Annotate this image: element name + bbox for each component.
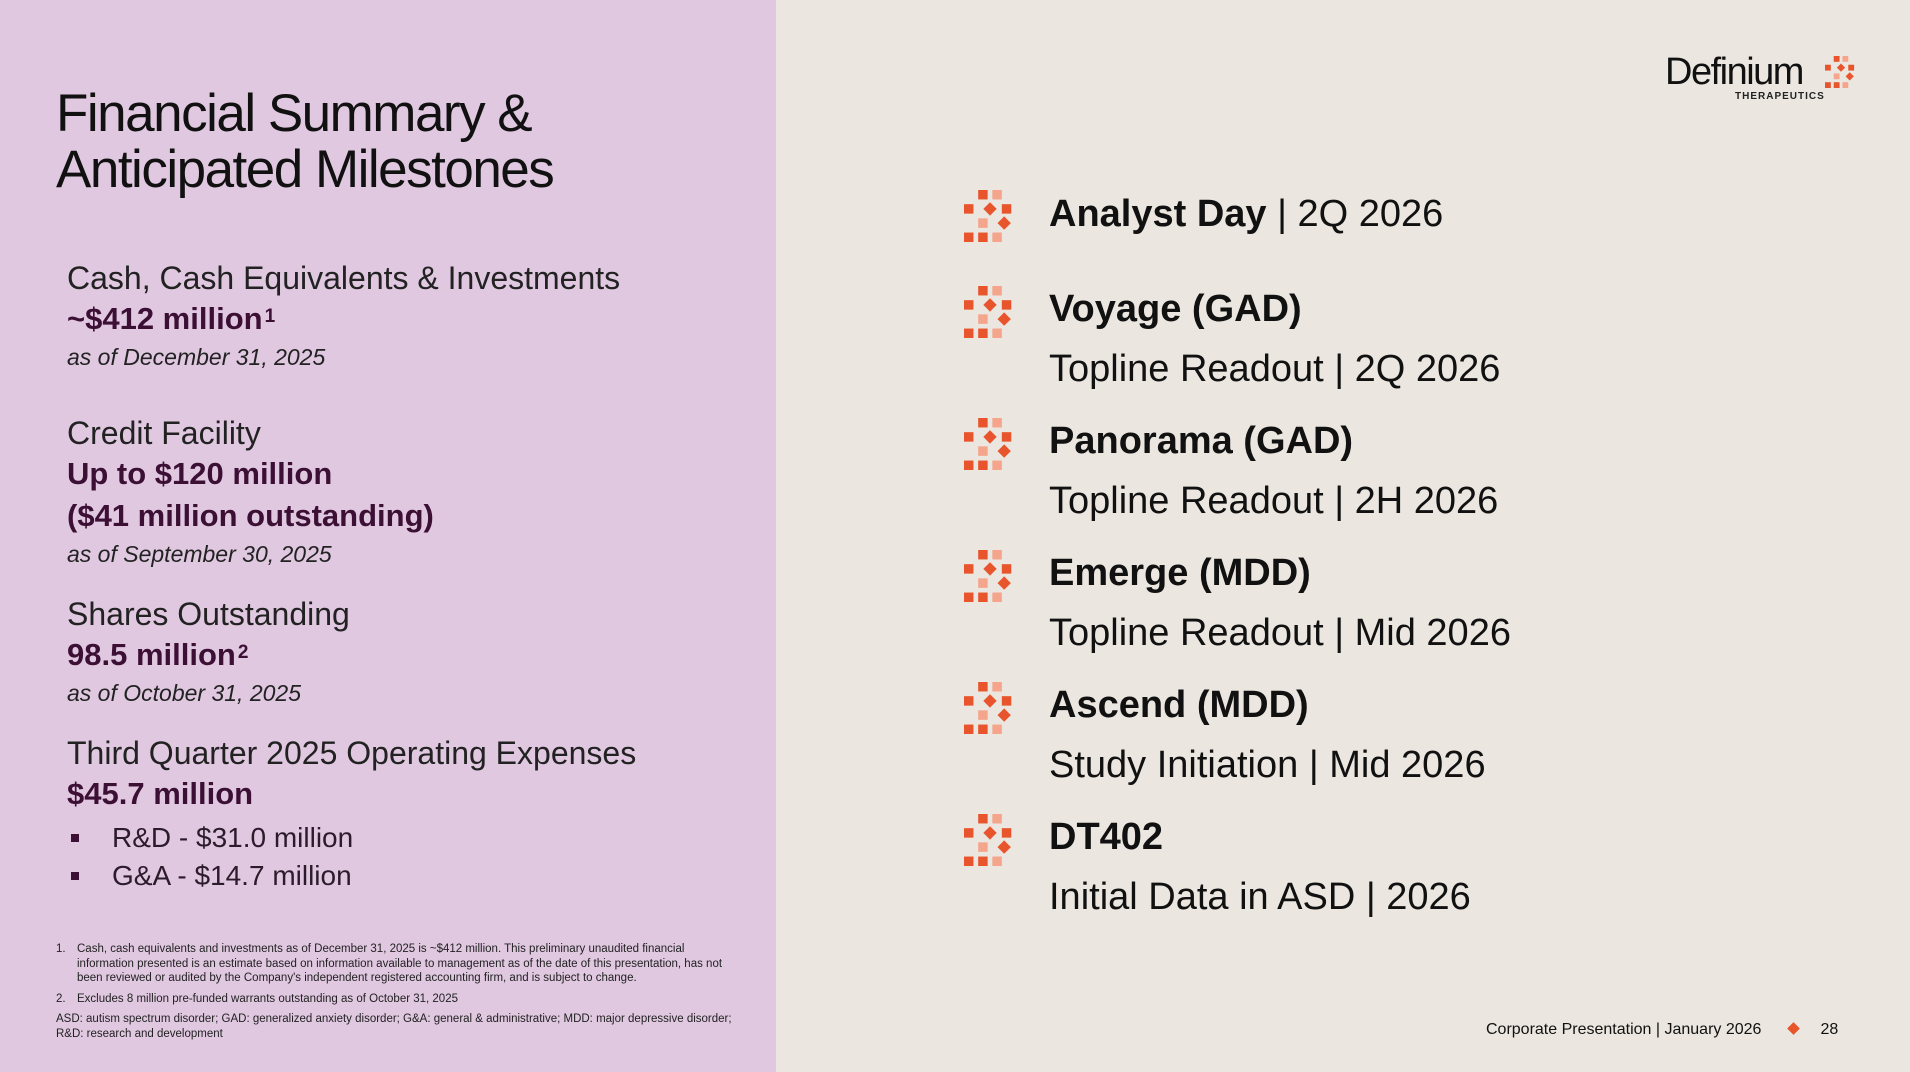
pixel-burst-icon (964, 286, 1012, 338)
pixel-burst-icon (964, 190, 1012, 242)
financial-label: Shares Outstanding (67, 596, 350, 632)
financial-value: 98.5 million 2 (67, 637, 249, 672)
financial-label: Credit Facility (67, 415, 261, 451)
milestone-subtitle: Topline Readout | 2H 2026 (1049, 480, 1499, 522)
left-panel: Financial Summary & Anticipated Mileston… (0, 0, 776, 1072)
footnote-ref: 2 (237, 642, 249, 663)
milestone-subtitle: Initial Data in ASD | 2026 (1049, 876, 1471, 918)
pixel-burst-icon (964, 682, 1012, 734)
pixel-burst-icon (964, 814, 1012, 866)
financial-value: ~$412 million 1 (67, 301, 276, 336)
footer-text: Corporate Presentation | January 2026 (1486, 1021, 1762, 1038)
financial-date: as of December 31, 2025 (67, 344, 326, 370)
milestone-subtitle: Topline Readout | Mid 2026 (1049, 612, 1511, 654)
abbreviations: ASD: autism spectrum disorder; GAD: gene… (56, 1013, 732, 1040)
pixel-burst-icon (1825, 56, 1855, 88)
financial-value: Up to $120 million (67, 456, 333, 491)
milestone-title: Voyage (GAD) (1049, 288, 1302, 330)
financial-item-shares: Shares Outstanding 98.5 million 2 as of O… (67, 594, 757, 710)
footnotes: 1. Cash, cash equivalents and investment… (56, 942, 736, 1041)
financial-label: Third Quarter 2025 Operating Expenses (67, 735, 637, 771)
logo-wordmark: Definium (1665, 51, 1804, 93)
company-logo: Definium THERAPEUTICS (1665, 50, 1865, 106)
slide-footer: Corporate Presentation | January 2026 28 (1486, 1021, 1838, 1039)
footnote-text: Excludes 8 million pre-funded warrants o… (77, 992, 458, 1005)
footnote-ref: 1 (264, 306, 276, 327)
financial-item-opex: Third Quarter 2025 Operating Expenses $4… (67, 733, 757, 895)
page-number: 28 (1820, 1021, 1839, 1038)
footnote-1: 1. Cash, cash equivalents and investment… (56, 942, 736, 986)
footnote-2: 2. Excludes 8 million pre-funded warrant… (56, 992, 736, 1007)
milestone-subtitle: Study Initiation | Mid 2026 (1049, 744, 1486, 786)
title-line-2: Anticipated Milestones (56, 140, 555, 199)
footnote-text: Cash, cash equivalents and investments a… (77, 943, 723, 984)
diamond-icon (1787, 1022, 1801, 1035)
logo-subtitle: THERAPEUTICS (1735, 91, 1825, 102)
right-panel (776, 0, 1910, 1072)
milestone-subtitle: Topline Readout | 2Q 2026 (1049, 348, 1501, 390)
financial-value-outstanding: ($41 million outstanding) (67, 498, 434, 533)
title-line-1: Financial Summary & (56, 84, 533, 143)
list-item: G&A - $14.7 million (67, 857, 757, 895)
milestone-title: DT402 (1049, 816, 1164, 858)
milestone-title: Panorama (GAD) (1049, 420, 1354, 462)
milestone-title: Ascend (MDD) (1049, 684, 1309, 726)
footnote-number: 1. (56, 943, 66, 955)
milestone-title: Emerge (MDD) (1049, 552, 1311, 594)
financial-date: as of October 31, 2025 (67, 680, 301, 706)
list-item: R&D - $31.0 million (67, 819, 757, 857)
page-title: Financial Summary & Anticipated Mileston… (56, 86, 756, 198)
financial-value: $45.7 million (67, 776, 254, 811)
pixel-burst-icon (964, 550, 1012, 602)
pixel-burst-icon (964, 418, 1012, 470)
financial-item-credit: Credit Facility Up to $120 million ($41 … (67, 413, 757, 571)
financial-item-cash: Cash, Cash Equivalents & Investments ~$4… (67, 258, 757, 374)
footnote-number: 2. (56, 992, 66, 1005)
financial-label: Cash, Cash Equivalents & Investments (67, 260, 621, 296)
financial-date: as of September 30, 2025 (67, 541, 332, 567)
opex-breakdown: R&D - $31.0 million G&A - $14.7 million (67, 819, 757, 895)
milestone-title: Analyst Day | 2Q 2026 (1049, 193, 1444, 235)
